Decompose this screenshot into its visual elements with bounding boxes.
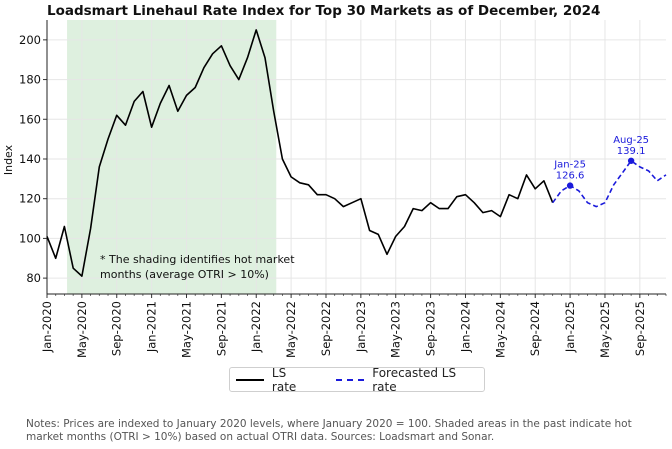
x-tick-label: Jan-2020 [40, 301, 54, 353]
x-tick-label: Jan-2024 [458, 301, 472, 353]
x-tick-label: May-2024 [493, 301, 507, 358]
legend-label-forecast: Forecasted LS rate [372, 365, 457, 394]
legend: LS rate Forecasted LS rate [229, 366, 485, 394]
chart-title: Loadsmart Linehaul Rate Index for Top 30… [47, 3, 601, 19]
ls-rate-line [46, 29, 554, 277]
x-tick-label: Jan-2023 [354, 301, 368, 353]
legend-item-forecast: Forecasted LS rate [336, 366, 484, 394]
x-tick-label: May-2020 [75, 301, 89, 358]
x-tick-label: Jan-2021 [145, 301, 159, 353]
legend-item-ls-rate: LS rate [236, 366, 314, 394]
y-axis-label: Index [2, 144, 15, 175]
y-tick-label: 200 [19, 33, 41, 47]
annotation-value-label: 126.6 [556, 171, 585, 182]
legend-swatch-dashed [336, 378, 365, 381]
legend-label-ls-rate: LS rate [271, 365, 297, 394]
shading-note-line-2: months (average OTRI > 10%) [100, 268, 269, 281]
y-tick-label: 120 [19, 192, 41, 206]
x-tick-label: Sep-2020 [110, 301, 124, 356]
x-tick-label: Sep-2024 [528, 301, 542, 356]
legend-swatch-solid [236, 378, 264, 381]
annotation-date-label: Aug-25 [613, 135, 649, 146]
forecast-marker [566, 182, 574, 189]
y-tick-label: 160 [19, 112, 41, 126]
annotation-date-label: Jan-25 [553, 160, 586, 171]
x-tick-label: Jan-2025 [563, 301, 577, 353]
x-tick-label: May-2025 [598, 301, 612, 358]
x-tick-label: Sep-2023 [424, 301, 438, 356]
x-tick-label: May-2023 [389, 301, 403, 358]
y-tick-label: 180 [19, 73, 41, 87]
x-tick-label: Sep-2025 [633, 301, 647, 356]
x-tick-label: Sep-2022 [319, 301, 333, 356]
x-tick-label: May-2021 [179, 301, 193, 358]
shading-note-line-1: * The shading identifies hot market [100, 253, 295, 266]
x-tick-label: Jan-2022 [249, 301, 263, 353]
footnote: Notes: Prices are indexed to January 202… [26, 418, 632, 443]
x-tick-label: May-2022 [284, 301, 298, 358]
y-tick-label: 80 [26, 271, 41, 285]
forecast-marker [627, 157, 635, 164]
y-tick-label: 100 [19, 231, 41, 245]
annotation-value-label: 139.1 [617, 146, 646, 157]
y-tick-label: 140 [19, 152, 41, 166]
x-tick-label: Sep-2021 [214, 301, 228, 356]
